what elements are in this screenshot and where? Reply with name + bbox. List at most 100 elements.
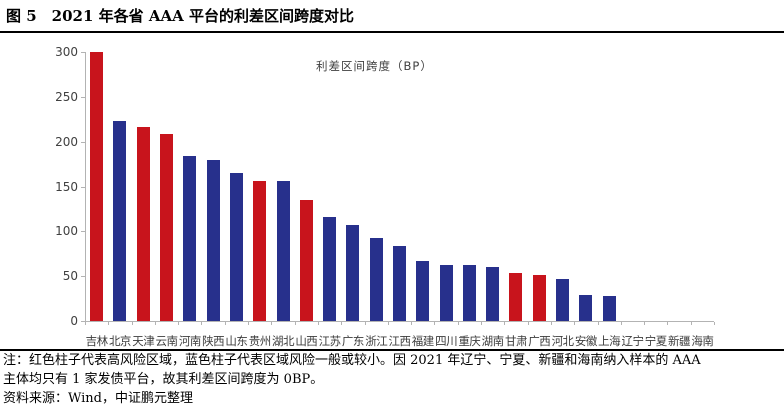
y-axis-tick-label: 150 bbox=[55, 179, 78, 194]
x-axis-label: 湖南 bbox=[481, 334, 505, 348]
x-tick bbox=[667, 322, 669, 325]
x-tick bbox=[644, 322, 646, 325]
y-axis-tick-label: 200 bbox=[55, 134, 78, 149]
x-axis-label: 广东 bbox=[341, 334, 365, 348]
y-axis-tick-label: 300 bbox=[55, 45, 78, 59]
chart-bar-河北 bbox=[556, 278, 570, 321]
x-axis-label: 上海 bbox=[598, 334, 621, 348]
x-tick bbox=[108, 322, 110, 325]
chart-bar-四川 bbox=[439, 264, 453, 321]
x-axis-label: 山西 bbox=[295, 334, 318, 348]
chart-bar-福建 bbox=[416, 260, 430, 321]
x-axis-label: 辽宁 bbox=[621, 334, 644, 348]
chart-bar-湖北 bbox=[276, 181, 290, 321]
chart-bar-浙江 bbox=[369, 237, 383, 321]
y-tick bbox=[81, 186, 85, 188]
y-axis-tick-label: 50 bbox=[62, 269, 78, 284]
y-axis-tick-label: 0 bbox=[70, 314, 78, 328]
x-tick bbox=[574, 322, 576, 325]
x-axis-label: 山东 bbox=[225, 334, 248, 348]
y-tick bbox=[81, 321, 85, 322]
y-tick bbox=[81, 276, 85, 278]
x-axis-label: 吉林 bbox=[85, 334, 109, 348]
chart-legend: 利差区间跨度（BP） bbox=[316, 59, 433, 73]
x-tick bbox=[690, 322, 692, 325]
chart-bar-重庆 bbox=[462, 264, 476, 321]
figure-heading: 2021 年各省 AAA 平台的利差区间跨度对比 bbox=[51, 7, 355, 25]
x-tick bbox=[597, 322, 599, 325]
figure-number: 图 5 bbox=[6, 7, 37, 25]
x-axis-label: 河北 bbox=[551, 334, 575, 348]
chart-bar-安徽 bbox=[579, 294, 593, 321]
x-tick bbox=[411, 322, 413, 325]
chart-bar-贵州 bbox=[253, 181, 267, 321]
x-tick bbox=[387, 322, 389, 325]
title-divider bbox=[0, 31, 784, 33]
x-axis-label: 广西 bbox=[528, 334, 551, 348]
x-axis-label: 云南 bbox=[155, 334, 179, 348]
chart-bar-江西 bbox=[393, 245, 406, 321]
x-tick bbox=[317, 322, 319, 325]
chart-bar-上海 bbox=[602, 295, 616, 321]
x-tick bbox=[154, 322, 156, 325]
x-tick bbox=[527, 322, 529, 325]
y-axis-line bbox=[85, 52, 86, 321]
x-tick bbox=[550, 322, 552, 325]
x-tick bbox=[271, 322, 273, 325]
x-axis-line bbox=[85, 321, 714, 322]
x-axis-label: 四川 bbox=[435, 334, 458, 348]
x-tick bbox=[294, 322, 296, 325]
x-tick bbox=[248, 322, 250, 325]
x-axis-label: 贵州 bbox=[248, 334, 272, 348]
note-line-2: 主体均只有 1 家发债平台，故其利差区间跨度为 0BP。 bbox=[3, 371, 324, 387]
x-axis-label: 新疆 bbox=[668, 334, 691, 348]
x-tick bbox=[201, 322, 203, 325]
y-tick bbox=[81, 141, 85, 143]
x-tick bbox=[224, 322, 226, 325]
chart-bar-天津 bbox=[136, 127, 150, 321]
chart-bar-云南 bbox=[160, 133, 174, 321]
x-tick bbox=[364, 322, 366, 325]
x-tick bbox=[178, 322, 180, 325]
chart-bar-广西 bbox=[532, 275, 546, 321]
y-axis-tick-label: 250 bbox=[55, 89, 78, 104]
chart-bar-江苏 bbox=[323, 216, 337, 321]
note-source: 资料来源：Wind，中证鹏元整理 bbox=[3, 390, 193, 406]
x-tick bbox=[620, 322, 622, 325]
chart-bar-甘肃 bbox=[509, 272, 523, 321]
x-axis-label: 浙江 bbox=[365, 334, 388, 348]
chart-bar-湖南 bbox=[486, 267, 500, 321]
x-axis-label: 江苏 bbox=[318, 334, 342, 348]
x-tick bbox=[434, 322, 436, 325]
chart-bar-山西 bbox=[299, 199, 313, 321]
x-axis-label: 北京 bbox=[108, 334, 132, 348]
x-tick bbox=[481, 322, 483, 325]
x-axis-label: 福建 bbox=[411, 334, 435, 348]
y-tick bbox=[81, 96, 85, 98]
x-axis-label: 天津 bbox=[132, 334, 155, 348]
chart-bar-广东 bbox=[346, 225, 360, 321]
x-axis-label: 安徽 bbox=[574, 334, 598, 348]
x-axis-label: 江西 bbox=[388, 334, 412, 348]
figure-notes: 注：红色柱子代表高风险区域，蓝色柱子代表区域风险一般或较小。因 2021 年辽宁… bbox=[3, 352, 781, 408]
y-tick bbox=[81, 231, 85, 233]
chart-divider bbox=[0, 349, 784, 351]
x-axis-label: 宁夏 bbox=[644, 334, 668, 348]
x-tick bbox=[85, 322, 86, 325]
y-tick bbox=[81, 52, 85, 53]
x-tick bbox=[714, 322, 715, 325]
note-line-1: 注：红色柱子代表高风险区域，蓝色柱子代表区域风险一般或较小。因 2021 年辽宁… bbox=[3, 353, 701, 368]
x-tick bbox=[341, 322, 343, 325]
x-axis-label: 河南 bbox=[178, 334, 202, 348]
y-axis-tick-label: 100 bbox=[55, 224, 78, 239]
x-tick bbox=[131, 322, 133, 325]
x-axis-label: 陕西 bbox=[202, 334, 225, 348]
x-axis-label: 海南 bbox=[691, 334, 714, 348]
chart-bar-北京 bbox=[113, 121, 127, 321]
x-tick bbox=[457, 322, 459, 325]
x-axis-label: 湖北 bbox=[272, 334, 295, 348]
chart-bar-陕西 bbox=[206, 159, 220, 321]
x-axis-label: 重庆 bbox=[458, 334, 481, 348]
chart-bar-山东 bbox=[229, 173, 243, 321]
